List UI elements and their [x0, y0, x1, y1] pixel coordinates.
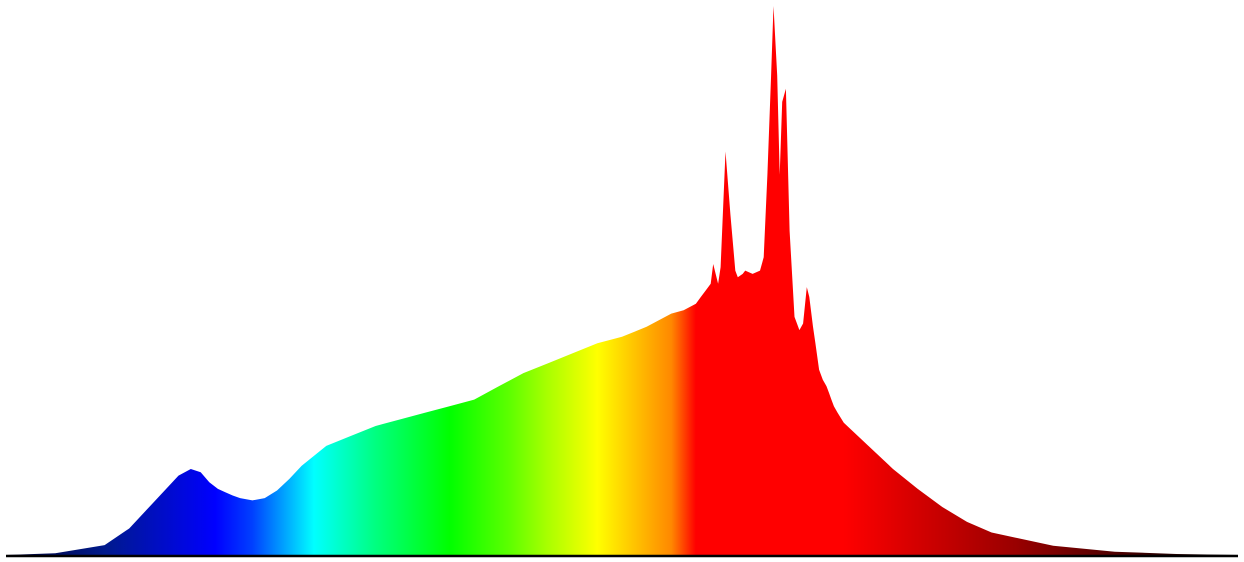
- spectrum-area: [6, 6, 1238, 555]
